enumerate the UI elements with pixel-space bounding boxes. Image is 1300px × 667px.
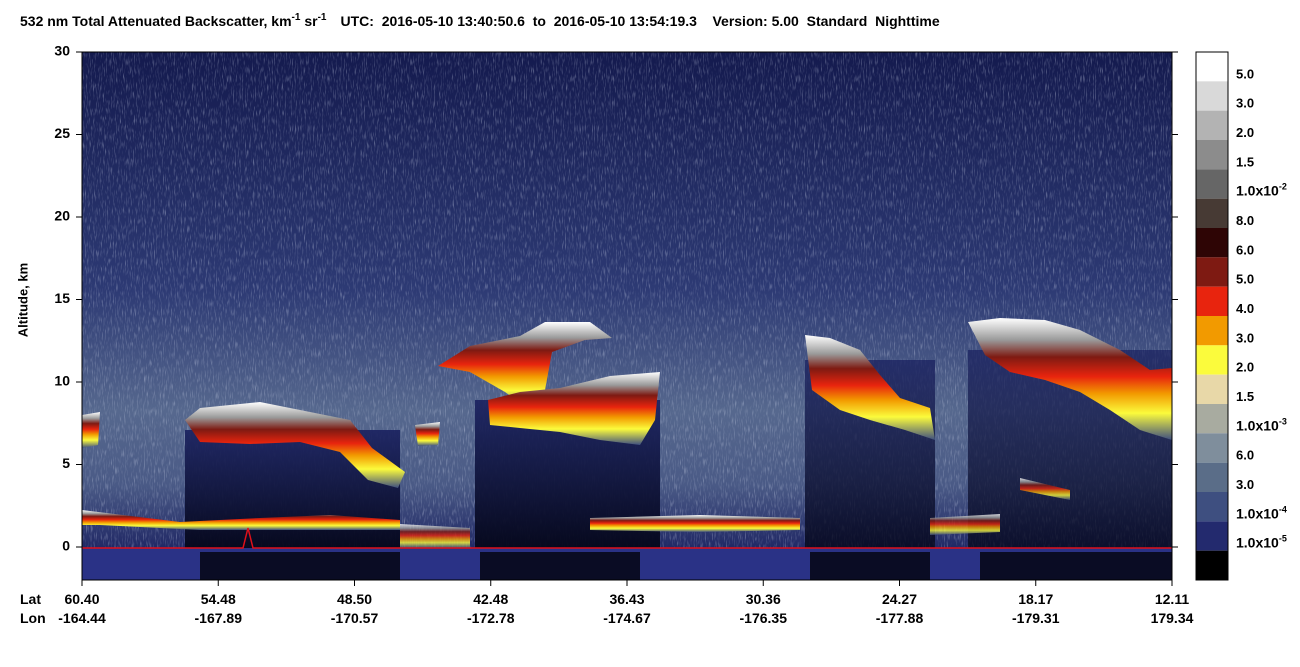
x-tick-label: -164.44 (58, 610, 106, 626)
x-tick-label: 24.27 (882, 591, 917, 607)
colorbar: 5.03.02.01.51.0x10-28.06.05.04.03.02.01.… (1195, 51, 1287, 581)
x-tick-label: -170.57 (331, 610, 379, 626)
colorbar-label: 6.0 (1236, 448, 1254, 463)
x-tick-label: 54.48 (201, 591, 236, 607)
colorbar-box (1196, 228, 1228, 258)
colorbar-box (1196, 521, 1228, 551)
colorbar-label: 3.0 (1236, 330, 1254, 345)
colorbar-box (1196, 492, 1228, 522)
x-tick-label: -172.78 (467, 610, 515, 626)
x-row-label: Lat (20, 591, 41, 607)
colorbar-label: 1.5 (1236, 389, 1254, 404)
colorbar-box (1196, 198, 1228, 228)
x-tick-label: 48.50 (337, 591, 372, 607)
x-tick-label: 18.17 (1018, 591, 1053, 607)
colorbar-box (1196, 110, 1228, 140)
colorbar-box (1196, 374, 1228, 404)
colorbar-label: 3.0 (1236, 96, 1254, 111)
x-tick-label: 42.48 (473, 591, 508, 607)
colorbar-frame (1195, 51, 1229, 581)
colorbar-label-base: 1.0x10 (1236, 417, 1279, 433)
colorbar-label: 8.0 (1236, 213, 1254, 228)
x-tick-label: 60.40 (64, 591, 99, 607)
y-tick-label: 5 (62, 455, 70, 471)
colorbar-box (1196, 52, 1228, 82)
colorbar-label: 2.0 (1236, 360, 1254, 375)
x-tick-label: -174.67 (603, 610, 651, 626)
colorbar-box (1196, 81, 1228, 111)
y-tick-label: 10 (54, 373, 70, 389)
chart-title: 532 nm Total Attenuated Backscatter, km-… (20, 12, 940, 29)
colorbar-label-exp: -2 (1279, 182, 1287, 192)
colorbar-label: 5.0 (1236, 272, 1254, 287)
colorbar-label: 1.0x10-2 (1236, 182, 1287, 199)
colorbar-label-base: 1.0x10 (1236, 183, 1279, 199)
y-axis-label: Altitude, km (15, 263, 30, 337)
colorbar-box (1196, 316, 1228, 346)
x-tick-label: -177.88 (876, 610, 924, 626)
colorbar-label: 1.0x10-4 (1236, 504, 1287, 521)
colorbar-box (1196, 286, 1228, 316)
y-tick-label: 30 (54, 43, 70, 59)
x-tick-label: 30.36 (746, 591, 781, 607)
colorbar-label-exp: -4 (1279, 504, 1287, 514)
colorbar-label: 1.0x10-5 (1236, 534, 1287, 551)
x-row-label: Lon (20, 610, 46, 626)
colorbar-label-base: 1.0x10 (1236, 505, 1279, 521)
colorbar-box (1196, 169, 1228, 199)
colorbar-label: 3.0 (1236, 477, 1254, 492)
y-tick-label: 20 (54, 208, 70, 224)
colorbar-label-exp: -3 (1279, 416, 1287, 426)
colorbar-label: 1.0x10-3 (1236, 416, 1287, 433)
colorbar-label: 2.0 (1236, 125, 1254, 140)
colorbar-box (1196, 433, 1228, 463)
colorbar-label: 6.0 (1236, 242, 1254, 257)
colorbar-label-exp: -5 (1279, 534, 1287, 544)
x-tick-label: 179.34 (1151, 610, 1194, 626)
x-tick-label: -167.89 (195, 610, 243, 626)
colorbar-box (1196, 257, 1228, 287)
colorbar-box (1196, 345, 1228, 375)
colorbar-label: 4.0 (1236, 301, 1254, 316)
colorbar-label: 5.0 (1236, 66, 1254, 81)
x-tick-label: 12.11 (1155, 591, 1189, 607)
curtain-image (82, 52, 1172, 580)
colorbar-box (1196, 550, 1228, 580)
colorbar-box (1196, 404, 1228, 434)
y-tick-label: 0 (62, 538, 70, 554)
y-tick-label: 25 (54, 125, 70, 141)
x-tick-label: 36.43 (609, 591, 644, 607)
colorbar-box (1196, 140, 1228, 170)
colorbar-box (1196, 462, 1228, 492)
colorbar-label-base: 1.0x10 (1236, 535, 1279, 551)
colorbar-label: 1.5 (1236, 154, 1254, 169)
y-tick-label: 15 (54, 290, 70, 306)
x-tick-label: -179.31 (1012, 610, 1060, 626)
x-tick-label: -176.35 (740, 610, 788, 626)
